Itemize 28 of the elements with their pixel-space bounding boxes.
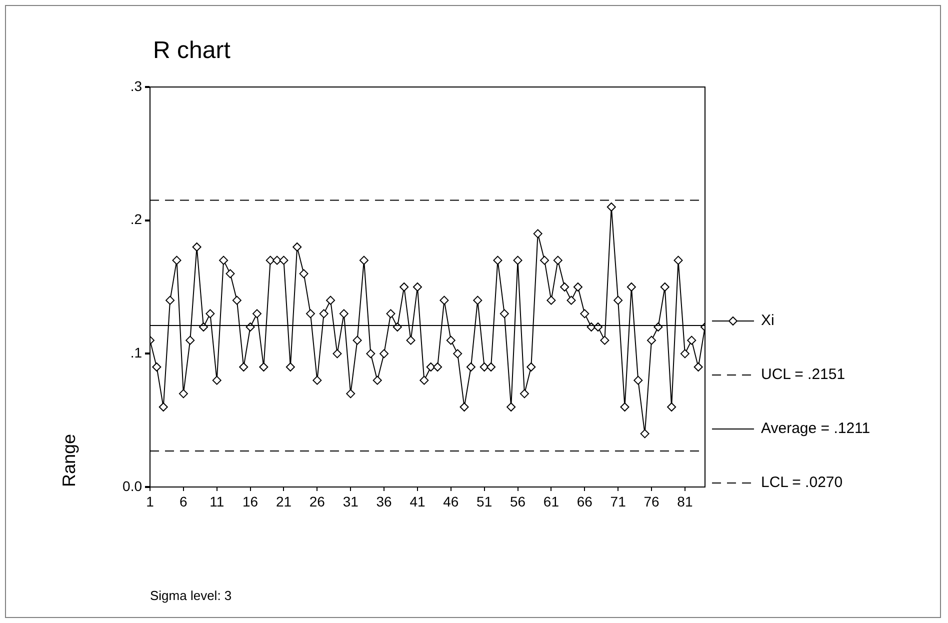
x-tick-label: 51 bbox=[476, 493, 492, 510]
x-tick-label: 6 bbox=[180, 493, 188, 510]
y-tick-label: .2 bbox=[130, 211, 142, 228]
legend-label: UCL = .2151 bbox=[761, 366, 846, 384]
x-tick-label: 41 bbox=[410, 493, 426, 510]
x-tick-label: 81 bbox=[677, 493, 693, 510]
x-tick-label: 66 bbox=[576, 493, 593, 510]
chart-title: R chart bbox=[153, 37, 231, 64]
x-tick-label: 46 bbox=[443, 493, 459, 510]
x-tick-label: 56 bbox=[510, 493, 526, 510]
x-tick-label: 21 bbox=[276, 493, 292, 510]
x-tick-label: 71 bbox=[610, 493, 626, 510]
x-tick-label: 1 bbox=[146, 493, 154, 510]
x-tick-label: 31 bbox=[342, 493, 359, 510]
x-tick-label: 76 bbox=[644, 493, 660, 510]
x-tick-label: 11 bbox=[210, 493, 224, 510]
text: Sigma level: 3 bbox=[150, 588, 232, 603]
y-tick-label: .3 bbox=[130, 78, 142, 94]
x-tick-label: 26 bbox=[309, 493, 326, 510]
y-tick-label: .1 bbox=[130, 344, 142, 361]
legend-label: Xi bbox=[761, 312, 774, 330]
y-tick-label: 0.0 bbox=[122, 478, 142, 494]
x-tick-label: 36 bbox=[376, 493, 392, 510]
x-tick-label: 16 bbox=[242, 493, 258, 510]
legend-label: Average = .1211 bbox=[761, 420, 870, 438]
legend-label: LCL = .0270 bbox=[761, 474, 843, 492]
y-axis-title: Range bbox=[58, 434, 79, 487]
x-tick-label: 61 bbox=[543, 493, 560, 510]
